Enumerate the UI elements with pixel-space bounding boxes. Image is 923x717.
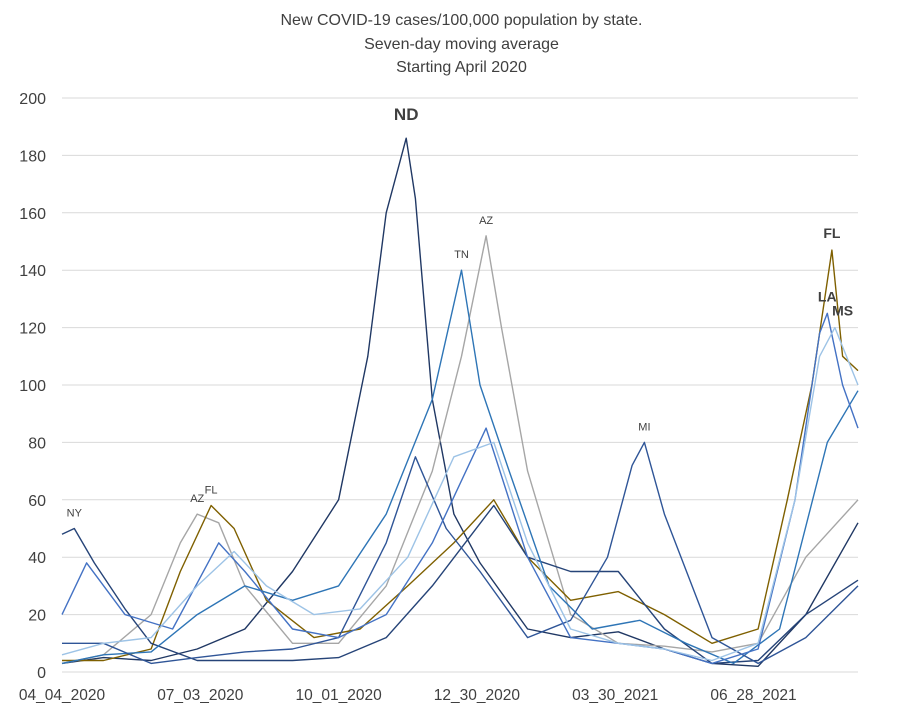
annotation-la: LA [818, 288, 837, 304]
series-line-mi [62, 441, 859, 665]
y-tick-label: 120 [19, 321, 46, 338]
y-tick-label: 140 [19, 263, 46, 280]
annotation-fl: FL [823, 225, 841, 241]
x-tick-label: 07_03_2020 [157, 687, 244, 704]
series-line-ms [61, 326, 859, 662]
chart-title-line-3: Starting April 2020 [396, 59, 527, 76]
annotation-ms: MS [832, 303, 853, 319]
x-tick-label: 10_01_2020 [295, 687, 382, 704]
y-tick-label: 160 [19, 206, 46, 223]
annotation-ny: NY [67, 508, 83, 520]
series-line-fl [62, 249, 859, 662]
chart-title-line-1: New COVID-19 cases/100,000 population by… [280, 12, 643, 29]
y-tick-label: 80 [28, 435, 46, 452]
y-tick-label: 180 [19, 148, 46, 165]
annotation-tn: TN [454, 249, 469, 261]
series-line-la [61, 312, 859, 665]
annotation-fl: FL [205, 485, 218, 497]
series-line-az [61, 235, 859, 665]
series-line-tn [61, 269, 859, 665]
series-line-nd [61, 137, 859, 667]
y-tick-label: 100 [19, 378, 46, 395]
y-tick-label: 0 [37, 665, 46, 682]
x-tick-label: 12_30_2020 [434, 687, 521, 704]
x-tick-label: 03_30_2021 [572, 687, 658, 704]
annotation-mi: MI [638, 421, 650, 433]
annotation-nd: ND [394, 105, 419, 124]
y-tick-label: 20 [28, 608, 46, 625]
x-tick-label: 06_28_2021 [710, 687, 796, 704]
y-tick-label: 60 [28, 493, 46, 510]
chart-title-line-2: Seven-day moving average [364, 36, 559, 53]
y-tick-label: 40 [28, 550, 46, 567]
annotation-az: AZ [479, 215, 493, 227]
y-tick-label: 200 [19, 91, 46, 108]
x-tick-label: 04_04_2020 [19, 687, 106, 704]
series-line-ny [61, 504, 859, 665]
annotation-az: AZ [190, 493, 204, 505]
